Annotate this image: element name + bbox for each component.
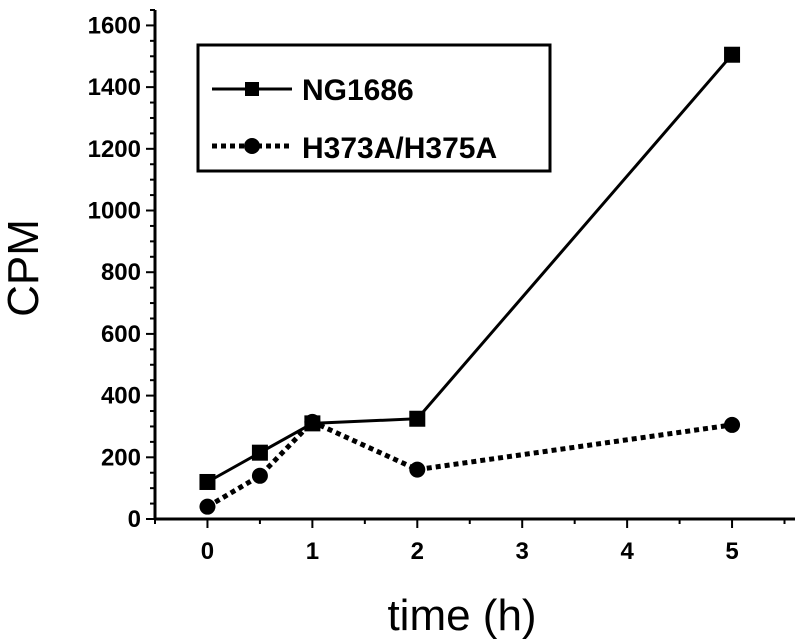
x-tick-label: 2 xyxy=(411,538,424,565)
y-tick-label: 200 xyxy=(101,444,141,471)
legend-label-h373a: H373A/H375A xyxy=(302,132,497,165)
x-tick-label: 3 xyxy=(516,538,529,565)
x-tick-label: 0 xyxy=(201,538,214,565)
data-point-square xyxy=(251,444,268,461)
y-tick-label: 1600 xyxy=(88,12,141,39)
axes: 0 200 400 600 800 1000 1200 1400 1600 0 1 2 3 4 5 xyxy=(88,9,795,565)
y-tick-label: 400 xyxy=(101,383,141,410)
y-axis-title: CPM xyxy=(0,219,48,317)
data-point-circle xyxy=(199,498,216,515)
data-point-square xyxy=(409,410,426,427)
data-point-circle xyxy=(409,461,426,478)
x-tick-label: 5 xyxy=(725,538,738,565)
y-tick-label: 1200 xyxy=(88,136,141,163)
y-tick-label: 800 xyxy=(101,259,141,286)
y-tick-label: 1000 xyxy=(88,198,141,225)
legend: NG1686 H373A/H375A xyxy=(196,43,552,173)
data-point-square xyxy=(724,46,741,63)
data-point-square xyxy=(199,473,216,490)
legend-marker-ng1686 xyxy=(245,82,259,96)
y-tick-label: 1400 xyxy=(88,74,141,101)
data-point-circle xyxy=(724,416,741,433)
data-point-circle xyxy=(251,467,268,484)
y-tick-label: 600 xyxy=(101,321,141,348)
series-line-1 xyxy=(206,418,733,509)
legend-label-ng1686: NG1686 xyxy=(302,74,414,107)
x-tick-label: 1 xyxy=(306,538,319,565)
x-axis-title: time (h) xyxy=(387,591,536,640)
data-point-circle xyxy=(304,413,321,430)
series-layer xyxy=(199,46,741,515)
legend-marker-h373a xyxy=(244,138,260,154)
y-tick-label: 0 xyxy=(128,506,141,533)
x-tick-label: 4 xyxy=(620,538,634,565)
